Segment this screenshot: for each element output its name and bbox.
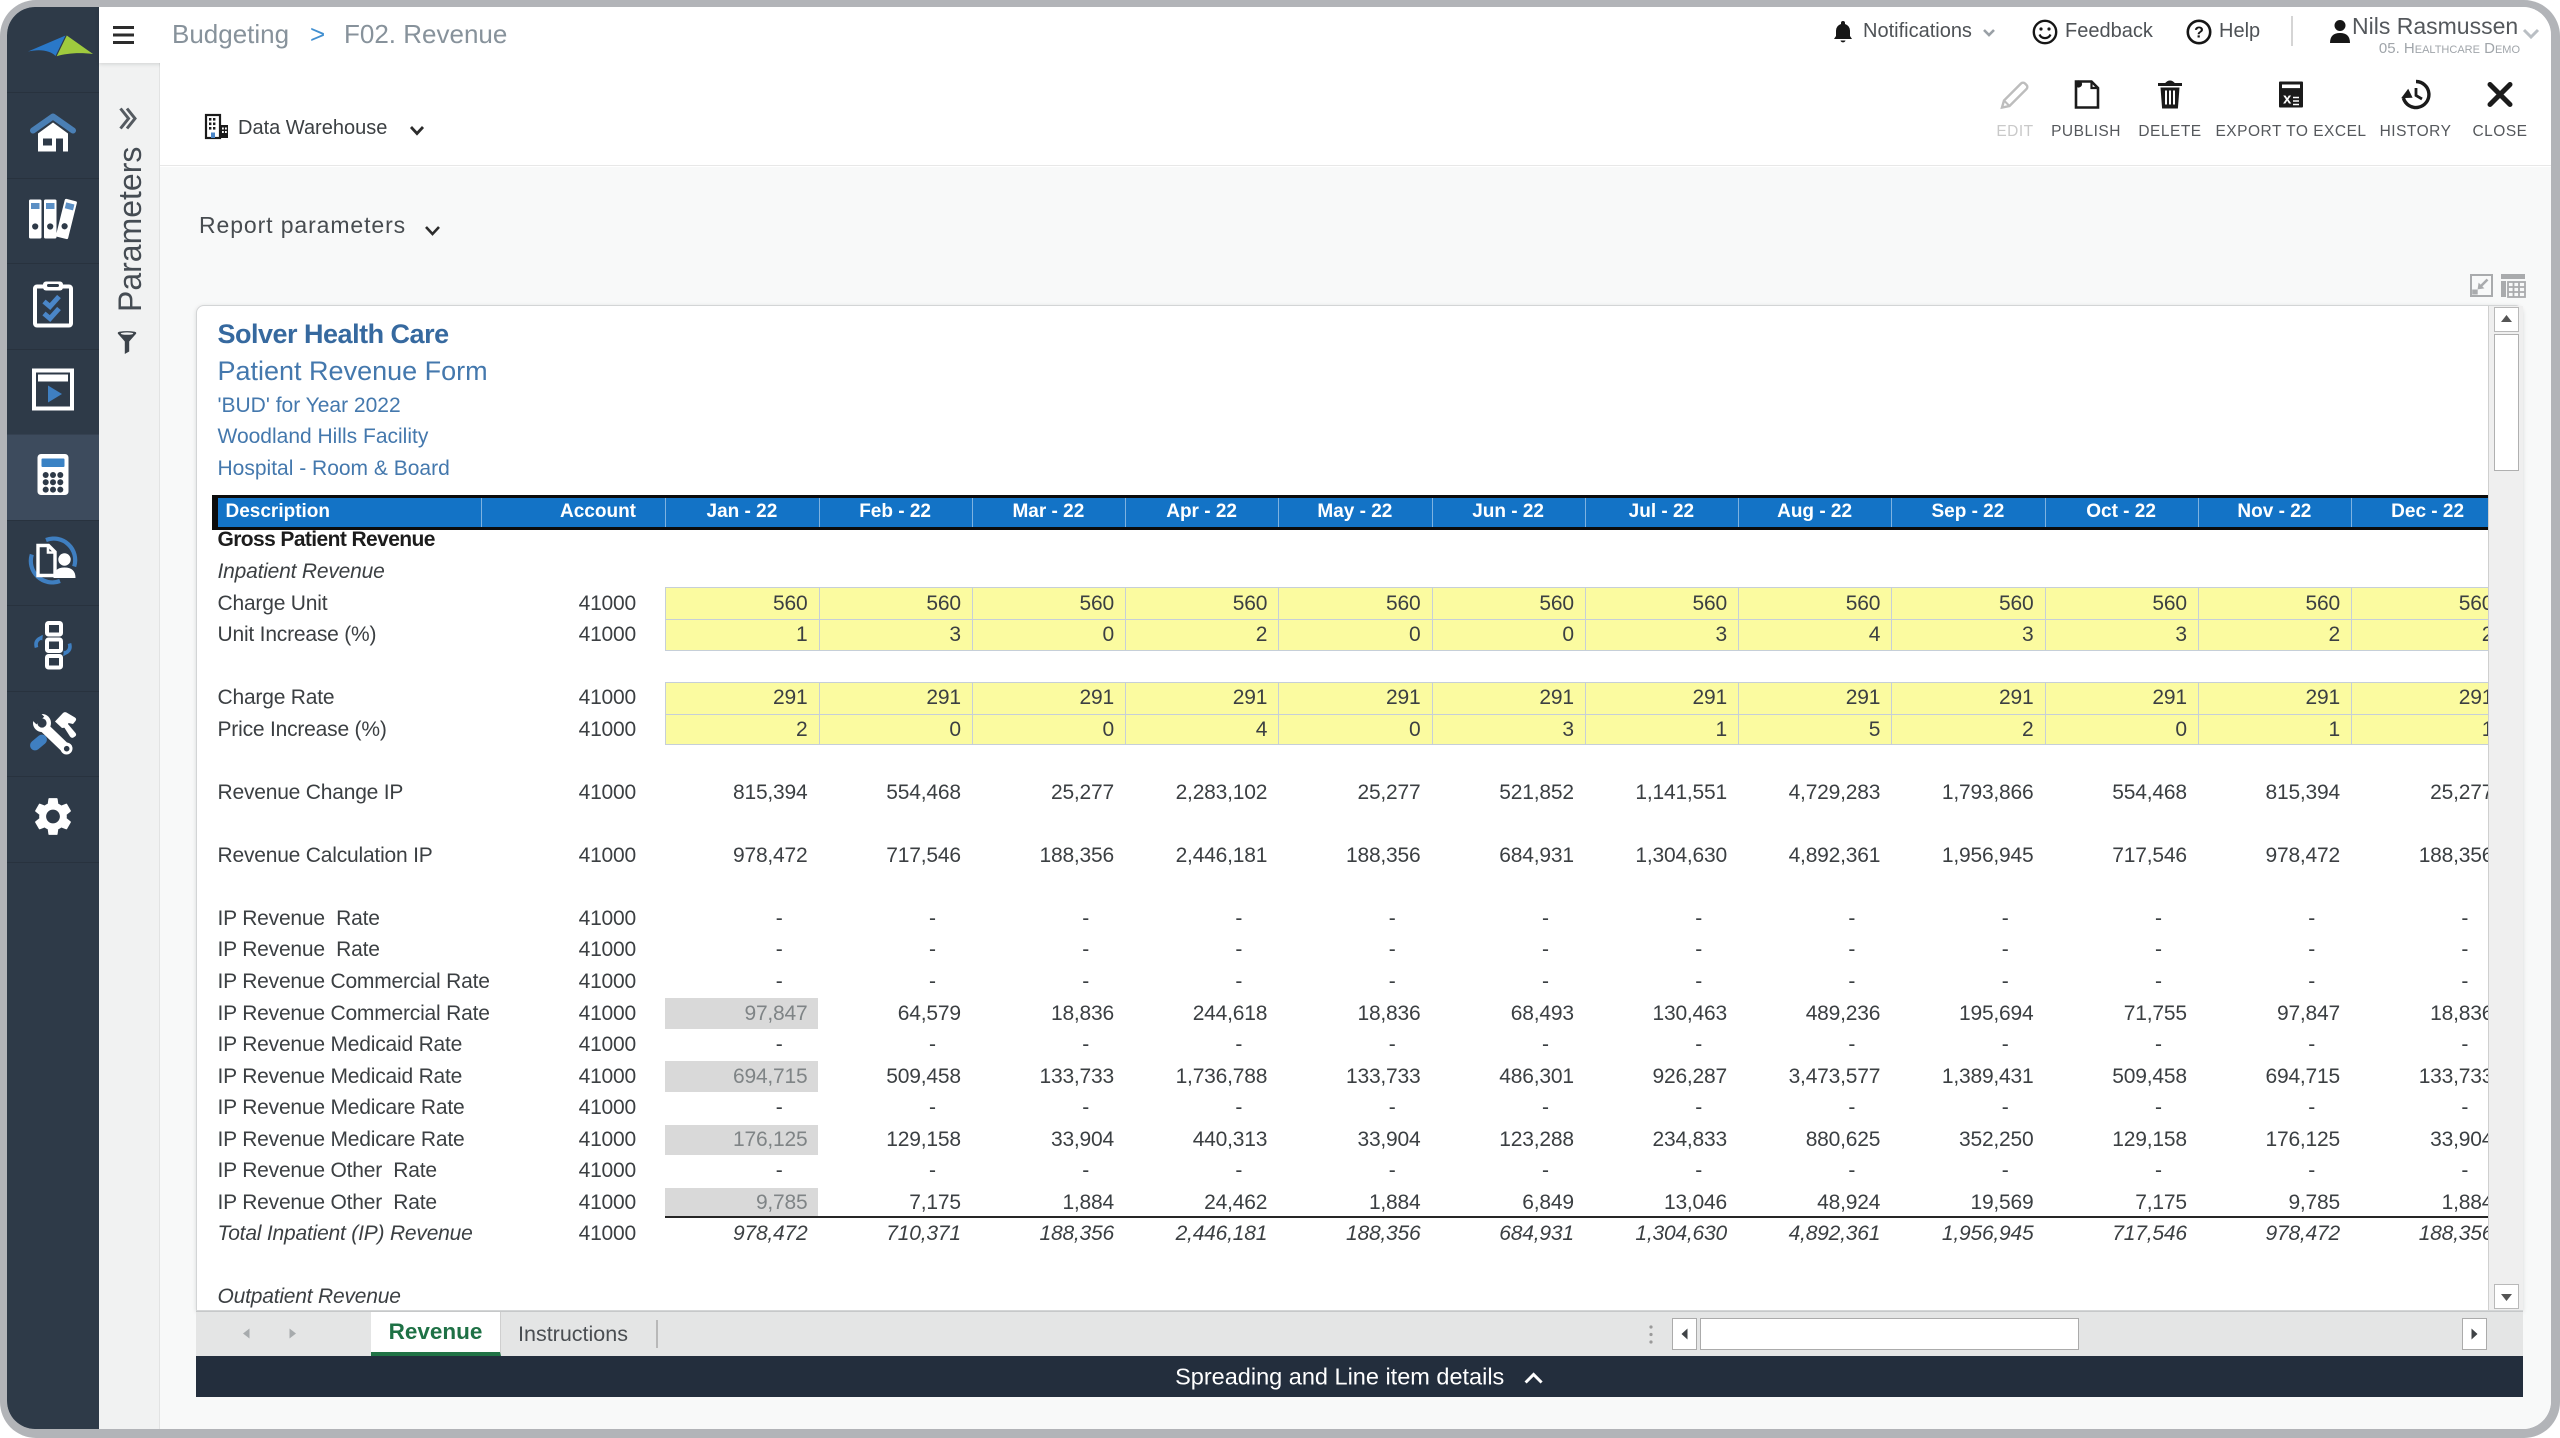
svg-text:x: x [2283,91,2292,108]
svg-text:?: ? [2194,25,2204,42]
